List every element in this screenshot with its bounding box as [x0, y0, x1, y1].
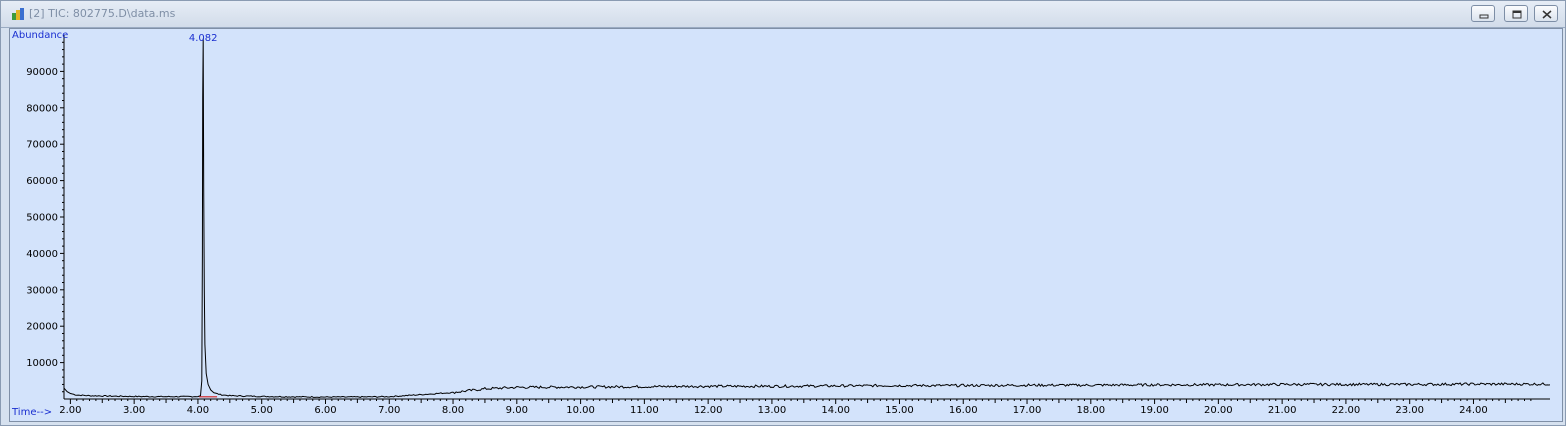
close-button[interactable]: [1534, 5, 1558, 22]
minimize-button[interactable]: [1471, 5, 1495, 22]
app-icon: [12, 8, 24, 20]
window-title: [2] TIC: 802775.D\data.ms: [29, 7, 176, 20]
y-axis-label: Abundance: [12, 30, 68, 41]
x-tick-label: 21.00: [1268, 405, 1297, 416]
y-tick-label: 50000: [26, 213, 58, 224]
y-tick-label: 90000: [26, 67, 58, 78]
x-tick-label: 2.00: [59, 405, 81, 416]
x-tick-label: 20.00: [1204, 405, 1233, 416]
trace: 4.082: [63, 33, 1551, 399]
y-tick-label: 30000: [26, 285, 58, 296]
y-tick-label: 10000: [26, 358, 58, 369]
x-tick-label: 14.00: [821, 405, 850, 416]
y-tick-label: 20000: [26, 322, 58, 333]
x-tick-label: 3.00: [123, 405, 145, 416]
x-tick-label: 9.00: [506, 405, 528, 416]
restore-button[interactable]: [1504, 5, 1528, 22]
y-tick-label: 80000: [26, 103, 58, 114]
y-tick-label: 70000: [26, 140, 58, 151]
tic-trace: [63, 38, 1551, 399]
x-tick-label: 6.00: [314, 405, 336, 416]
y-tick-label: 40000: [26, 249, 58, 260]
x-axis-label: Time-->: [11, 407, 52, 418]
x-tick-label: 16.00: [949, 405, 978, 416]
minimize-icon: [1479, 14, 1489, 19]
close-icon: [1542, 10, 1552, 19]
x-tick-label: 7.00: [378, 405, 400, 416]
x-tick-label: 13.00: [758, 405, 787, 416]
plot-area[interactable]: 10000 20000 30000 40000 50000 60000 70000 80000…: [9, 28, 1563, 422]
ticks: 10000 20000 30000 40000 50000 60000 70000 80000…: [26, 41, 1532, 416]
x-tick-label: 8.00: [442, 405, 464, 416]
x-tick-label: 10.00: [566, 405, 595, 416]
x-tick-label: 12.00: [694, 405, 723, 416]
x-tick-label: 24.00: [1459, 405, 1488, 416]
x-tick-label: 4.00: [187, 405, 209, 416]
chromatogram-chart: 10000 20000 30000 40000 50000 60000 70000 80000…: [11, 30, 1551, 418]
x-tick-label: 18.00: [1076, 405, 1105, 416]
y-tick-label: 60000: [26, 176, 58, 187]
x-tick-label: 19.00: [1140, 405, 1169, 416]
x-tick-label: 5.00: [251, 405, 273, 416]
x-tick-label: 15.00: [885, 405, 914, 416]
x-tick-label: 11.00: [630, 405, 659, 416]
title-bar[interactable]: [2] TIC: 802775.D\data.ms: [1, 1, 1565, 28]
restore-icon: [1512, 10, 1522, 19]
x-tick-label: 17.00: [1013, 405, 1042, 416]
axes: [63, 35, 1550, 400]
peak-label: 4.082: [189, 33, 218, 44]
x-tick-label: 23.00: [1395, 405, 1424, 416]
x-tick-label: 22.00: [1332, 405, 1361, 416]
